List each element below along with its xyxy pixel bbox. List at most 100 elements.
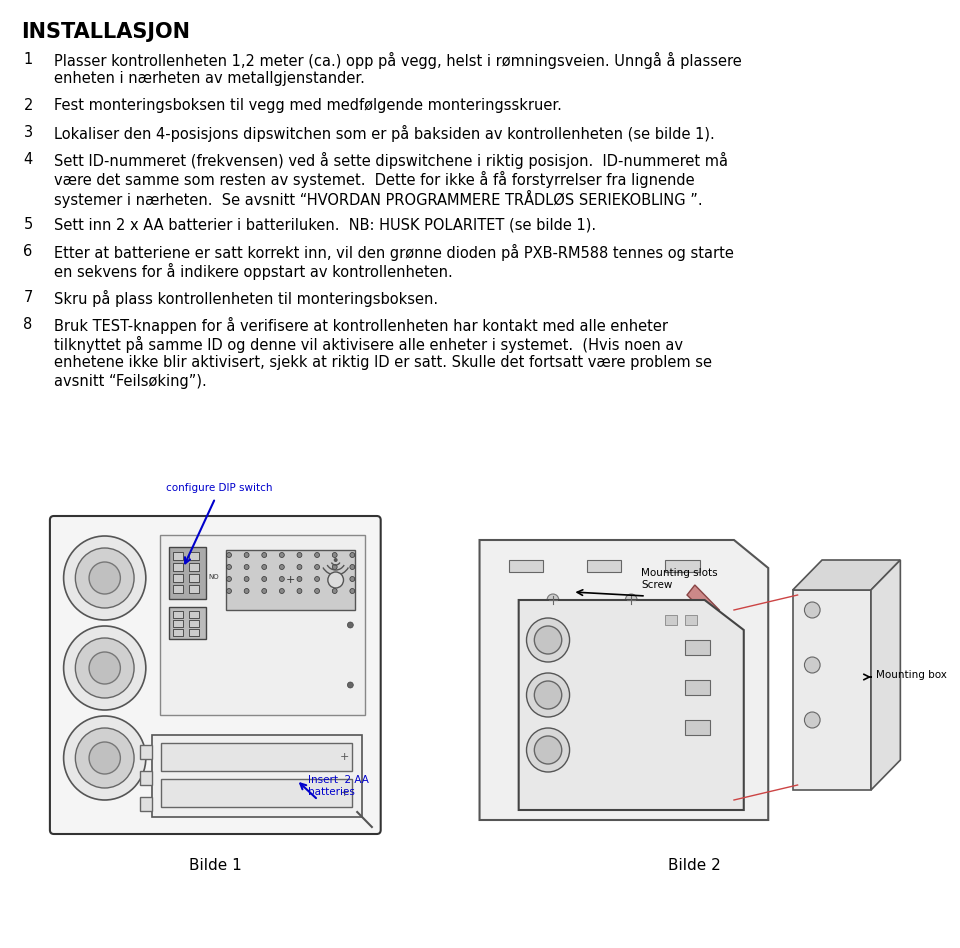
Circle shape [297, 553, 301, 557]
Circle shape [279, 553, 284, 557]
Circle shape [297, 589, 301, 593]
Bar [161, 779, 352, 807]
Circle shape [227, 589, 231, 593]
Circle shape [804, 712, 820, 728]
Bar [173, 620, 183, 627]
Bar [140, 745, 152, 759]
Text: en sekvens for å indikere oppstart av kontrollenheten.: en sekvens for å indikere oppstart av ko… [54, 263, 452, 280]
Circle shape [349, 553, 355, 557]
Polygon shape [518, 600, 744, 810]
Text: Insert  2 AA
batteries: Insert 2 AA batteries [308, 775, 370, 796]
Circle shape [89, 742, 120, 774]
Bar [159, 535, 365, 715]
Circle shape [332, 576, 337, 581]
Bar [173, 629, 183, 636]
Circle shape [244, 564, 249, 570]
Bar [161, 743, 352, 771]
Text: Bilde 2: Bilde 2 [668, 858, 721, 873]
Text: 2: 2 [23, 98, 33, 113]
Circle shape [349, 576, 355, 581]
Circle shape [804, 657, 820, 673]
Bar [173, 563, 183, 571]
Text: INSTALLASJON: INSTALLASJON [21, 22, 190, 42]
Circle shape [244, 553, 249, 557]
Text: Mounting slots
Screw: Mounting slots Screw [641, 568, 718, 590]
Bar [189, 620, 199, 627]
Circle shape [262, 564, 267, 570]
Bar [189, 552, 199, 560]
Polygon shape [793, 560, 900, 590]
Text: +: + [340, 788, 349, 798]
Text: 6: 6 [23, 244, 33, 259]
Text: +: + [286, 575, 296, 585]
Text: Fest monteringsboksen til vegg med medfølgende monteringsskruer.: Fest monteringsboksen til vegg med medfø… [54, 98, 562, 113]
Circle shape [315, 576, 320, 581]
Text: 5: 5 [23, 217, 33, 232]
Polygon shape [687, 585, 719, 620]
Bar [169, 547, 206, 599]
Circle shape [227, 576, 231, 581]
Text: Etter at batteriene er satt korrekt inn, vil den grønne dioden på PXB-RM588 tenn: Etter at batteriene er satt korrekt inn,… [54, 244, 733, 261]
Text: avsnitt “Feilsøking”).: avsnitt “Feilsøking”). [54, 374, 206, 389]
Circle shape [63, 716, 146, 800]
Polygon shape [793, 590, 871, 790]
Bar [169, 607, 206, 639]
Circle shape [89, 562, 120, 594]
Circle shape [349, 589, 355, 593]
Circle shape [547, 594, 559, 606]
Circle shape [75, 638, 134, 698]
Text: 3: 3 [23, 125, 33, 140]
Circle shape [75, 728, 134, 788]
Circle shape [262, 589, 267, 593]
Bar [189, 563, 199, 571]
Circle shape [297, 564, 301, 570]
Text: systemer i nærheten.  Se avsnitt “HVORDAN PROGRAMMERE TRÅDLØS SERIEKOBLING ”.: systemer i nærheten. Se avsnitt “HVORDAN… [54, 190, 703, 208]
Bar [173, 611, 183, 618]
Circle shape [348, 682, 353, 688]
Circle shape [526, 618, 569, 662]
Circle shape [63, 626, 146, 710]
Circle shape [332, 589, 337, 593]
Bar [685, 640, 709, 655]
Circle shape [279, 576, 284, 581]
Circle shape [535, 736, 562, 764]
Circle shape [279, 589, 284, 593]
Circle shape [75, 548, 134, 608]
Text: Bruk TEST-knappen for å verifisere at kontrollenheten har kontakt med alle enhet: Bruk TEST-knappen for å verifisere at ko… [54, 317, 668, 334]
Circle shape [625, 594, 637, 606]
Bar [665, 615, 677, 625]
Circle shape [334, 558, 338, 562]
Circle shape [315, 553, 320, 557]
Text: 1: 1 [23, 52, 33, 67]
Text: Skru på plass kontrollenheten til monteringsboksen.: Skru på plass kontrollenheten til monter… [54, 290, 438, 307]
Circle shape [262, 553, 267, 557]
Bar [685, 615, 697, 625]
Bar [189, 585, 199, 593]
Text: NO: NO [208, 574, 219, 580]
Circle shape [279, 564, 284, 570]
Polygon shape [480, 540, 768, 820]
Text: Plasser kontrollenheten 1,2 meter (ca.) opp på vegg, helst i rømningsveien. Unng: Plasser kontrollenheten 1,2 meter (ca.) … [54, 52, 741, 69]
Bar [685, 680, 709, 695]
Text: configure DIP switch: configure DIP switch [166, 483, 273, 493]
FancyBboxPatch shape [50, 516, 381, 834]
Circle shape [262, 576, 267, 581]
Circle shape [535, 681, 562, 709]
Text: 8: 8 [23, 317, 33, 332]
Bar [588, 560, 621, 572]
Text: 7: 7 [23, 290, 33, 305]
Circle shape [227, 553, 231, 557]
Circle shape [227, 564, 231, 570]
Text: +: + [340, 752, 349, 762]
Circle shape [349, 564, 355, 570]
Text: enhetene ikke blir aktivisert, sjekk at riktig ID er satt. Skulle det fortsatt v: enhetene ikke blir aktivisert, sjekk at … [54, 355, 711, 370]
Circle shape [315, 564, 320, 570]
Circle shape [63, 536, 146, 620]
Circle shape [315, 589, 320, 593]
Circle shape [297, 576, 301, 581]
Bar [509, 560, 543, 572]
Bar [226, 550, 355, 610]
Text: 4: 4 [23, 152, 33, 167]
Bar [140, 797, 152, 811]
Bar [173, 574, 183, 582]
